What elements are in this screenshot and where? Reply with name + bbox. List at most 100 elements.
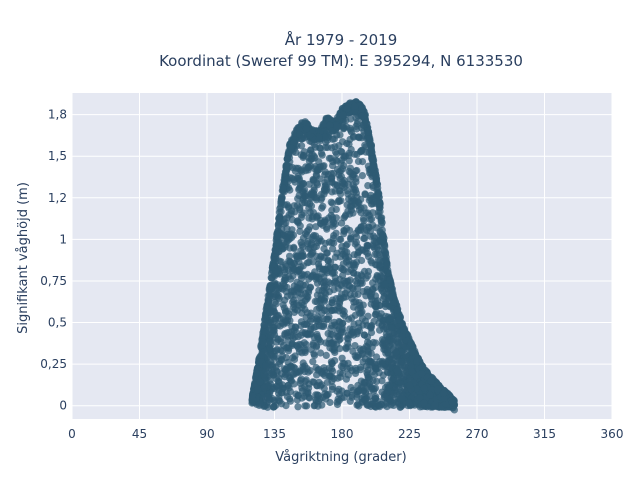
data-point <box>272 334 280 342</box>
data-point <box>269 383 277 391</box>
data-point <box>398 358 406 366</box>
data-point <box>316 144 324 152</box>
data-point <box>323 307 331 315</box>
data-point <box>291 323 299 331</box>
data-point <box>336 187 344 195</box>
data-point <box>320 297 329 305</box>
data-point <box>440 389 448 397</box>
data-point <box>334 198 342 206</box>
data-point <box>309 177 317 185</box>
data-point <box>289 363 298 371</box>
data-point <box>375 193 383 201</box>
data-point <box>405 399 413 407</box>
data-point <box>355 206 363 214</box>
data-point <box>329 268 337 276</box>
data-point <box>370 317 378 325</box>
data-point <box>319 202 327 210</box>
data-point <box>298 166 306 174</box>
data-point <box>256 378 264 386</box>
data-point <box>377 216 385 224</box>
data-point <box>354 274 362 282</box>
data-point <box>361 228 369 237</box>
data-point <box>304 238 312 246</box>
y-tick-label: 1,8 <box>48 108 67 122</box>
data-point <box>416 394 424 402</box>
data-point <box>312 391 320 399</box>
data-point <box>359 301 367 309</box>
data-point <box>324 278 333 286</box>
x-tick-label: 180 <box>331 427 354 441</box>
data-point <box>302 125 310 133</box>
data-point <box>352 122 360 130</box>
data-point <box>427 377 435 385</box>
data-point <box>278 384 286 393</box>
data-point <box>352 238 360 246</box>
data-point <box>368 290 376 298</box>
data-point <box>407 339 415 347</box>
y-tick-label: 1,2 <box>48 191 67 205</box>
data-point <box>343 389 351 397</box>
data-point <box>273 232 281 240</box>
data-point <box>306 223 314 231</box>
data-point <box>328 206 336 214</box>
data-point <box>322 351 330 359</box>
data-point <box>348 367 356 375</box>
data-point <box>338 324 346 332</box>
data-point <box>302 376 310 384</box>
data-point <box>282 354 290 362</box>
data-point <box>281 268 289 276</box>
data-point <box>357 146 365 155</box>
data-point <box>279 184 287 192</box>
data-point <box>248 392 257 400</box>
data-point <box>349 269 358 277</box>
data-point <box>306 284 314 292</box>
data-point <box>328 127 336 135</box>
data-point <box>369 155 377 163</box>
data-point <box>342 242 350 250</box>
data-point <box>335 317 343 326</box>
data-point <box>351 342 359 350</box>
data-point <box>266 309 274 317</box>
data-point <box>275 374 283 382</box>
data-point <box>264 403 272 411</box>
data-point <box>357 383 365 391</box>
data-point <box>352 189 360 197</box>
data-point <box>298 252 306 260</box>
data-point <box>315 378 323 386</box>
data-point <box>378 377 386 385</box>
data-point <box>448 399 456 407</box>
data-point <box>364 350 372 358</box>
data-point <box>345 167 353 175</box>
data-point <box>367 145 376 153</box>
data-point <box>302 320 310 329</box>
data-point <box>352 229 360 237</box>
data-point <box>291 266 299 274</box>
data-point <box>369 181 377 190</box>
data-point <box>331 357 339 365</box>
data-point <box>281 276 289 284</box>
data-point <box>310 323 318 332</box>
data-point <box>351 261 359 269</box>
data-point <box>295 301 303 309</box>
data-point <box>296 227 304 235</box>
data-point <box>334 374 342 382</box>
data-point <box>320 384 328 393</box>
data-point <box>393 366 401 375</box>
data-point <box>269 323 277 331</box>
data-point <box>286 388 294 396</box>
data-point <box>266 289 275 297</box>
data-point <box>310 333 318 341</box>
data-point <box>318 151 326 159</box>
data-point <box>325 238 333 246</box>
y-tick-label: 0,25 <box>40 357 67 371</box>
data-point <box>354 290 362 298</box>
data-point <box>327 324 335 333</box>
data-point <box>329 162 337 170</box>
data-point <box>272 401 280 410</box>
data-point <box>357 195 365 203</box>
data-point <box>292 369 300 377</box>
data-point <box>300 151 308 159</box>
data-point <box>316 322 324 330</box>
data-point <box>296 377 305 385</box>
